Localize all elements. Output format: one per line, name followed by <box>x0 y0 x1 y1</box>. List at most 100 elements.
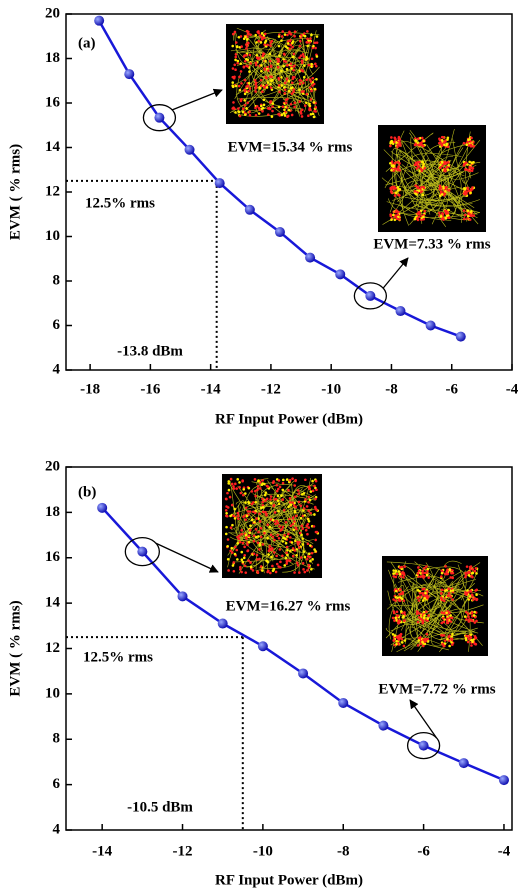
symbol-dot <box>299 83 302 86</box>
symbol-dot <box>443 621 446 624</box>
data-point <box>335 269 345 279</box>
symbol-dot <box>301 527 304 530</box>
symbol-dot <box>473 611 476 614</box>
symbol-dot <box>464 615 467 618</box>
symbol-dot <box>466 565 469 568</box>
symbol-dot <box>475 637 478 640</box>
symbol-dot <box>259 520 262 523</box>
symbol-dot <box>307 566 310 569</box>
symbol-dot <box>298 501 301 504</box>
y-tick-label: 10 <box>45 228 60 244</box>
symbol-dot <box>280 494 283 497</box>
symbol-dot <box>309 544 312 547</box>
symbol-dot <box>280 70 283 73</box>
symbol-dot <box>306 523 309 526</box>
symbol-dot <box>399 636 402 639</box>
symbol-dot <box>474 570 477 573</box>
symbol-dot <box>243 65 246 68</box>
symbol-dot <box>304 556 307 559</box>
symbol-dot <box>419 595 422 598</box>
symbol-dot <box>254 34 257 37</box>
symbol-dot <box>306 30 309 33</box>
symbol-dot <box>256 554 259 557</box>
symbol-dot <box>307 526 310 529</box>
y-tick-label: 4 <box>53 821 61 837</box>
symbol-dot <box>247 33 250 36</box>
data-point <box>185 145 195 155</box>
symbol-dot <box>249 114 252 117</box>
symbol-dot <box>255 85 258 88</box>
symbol-dot <box>266 571 269 574</box>
symbol-dot <box>427 568 430 571</box>
symbol-dot <box>239 566 242 569</box>
symbol-dot <box>284 92 287 95</box>
symbol-dot <box>315 78 318 81</box>
symbol-dot <box>233 64 236 67</box>
symbol-dot <box>448 617 451 620</box>
annotation: EVM=7.33 % rms <box>373 236 490 252</box>
symbol-dot <box>227 538 230 541</box>
symbol-dot <box>284 82 287 85</box>
symbol-dot <box>452 589 455 592</box>
symbol-dot <box>309 560 312 563</box>
symbol-dot <box>246 58 249 61</box>
symbol-dot <box>237 60 240 63</box>
symbol-dot <box>270 534 273 537</box>
symbol-dot <box>237 110 240 113</box>
symbol-dot <box>304 35 307 38</box>
symbol-dot <box>467 215 470 218</box>
symbol-dot <box>249 529 252 532</box>
symbol-dot <box>295 554 298 557</box>
symbol-dot <box>441 139 444 142</box>
symbol-dot <box>427 576 430 579</box>
symbol-dot <box>282 526 285 529</box>
symbol-dot <box>267 553 270 556</box>
symbol-dot <box>282 498 285 501</box>
symbol-dot <box>470 618 473 621</box>
annotation: EVM=15.34 % rms <box>228 139 353 155</box>
symbol-dot <box>294 30 297 33</box>
symbol-dot <box>243 557 246 560</box>
symbol-dot <box>291 86 294 89</box>
symbol-dot <box>396 213 399 216</box>
x-tick-label: -4 <box>498 843 511 859</box>
symbol-dot <box>270 549 273 552</box>
symbol-dot <box>277 113 280 116</box>
symbol-dot <box>271 110 274 113</box>
symbol-dot <box>417 138 420 141</box>
symbol-dot <box>300 112 303 115</box>
symbol-dot <box>289 501 292 504</box>
arrow <box>156 543 218 572</box>
symbol-dot <box>397 188 400 191</box>
symbol-dot <box>282 479 285 482</box>
symbol-dot <box>446 638 449 641</box>
symbol-dot <box>282 65 285 68</box>
symbol-dot <box>300 69 303 72</box>
symbol-dot <box>290 504 293 507</box>
symbol-dot <box>256 570 259 573</box>
symbol-dot <box>394 138 397 141</box>
symbol-dot <box>419 592 422 595</box>
symbol-dot <box>233 508 236 511</box>
symbol-dot <box>417 589 420 592</box>
symbol-dot <box>290 67 293 70</box>
symbol-dot <box>277 522 280 525</box>
symbol-dot <box>247 559 250 562</box>
y-tick-label: 20 <box>45 5 60 21</box>
symbol-dot <box>441 218 444 221</box>
x-tick-label: -18 <box>80 381 100 397</box>
symbol-dot <box>418 599 421 602</box>
symbol-dot <box>472 214 475 217</box>
symbol-dot <box>261 501 264 504</box>
symbol-dot <box>286 549 289 552</box>
symbol-dot <box>227 482 230 485</box>
data-point <box>365 291 375 301</box>
symbol-dot <box>235 85 238 88</box>
symbol-dot <box>301 115 304 118</box>
symbol-dot <box>308 103 311 106</box>
symbol-dot <box>243 54 246 57</box>
symbol-dot <box>304 478 307 481</box>
symbol-dot <box>237 512 240 515</box>
symbol-dot <box>403 611 406 614</box>
symbol-dot <box>414 164 417 167</box>
